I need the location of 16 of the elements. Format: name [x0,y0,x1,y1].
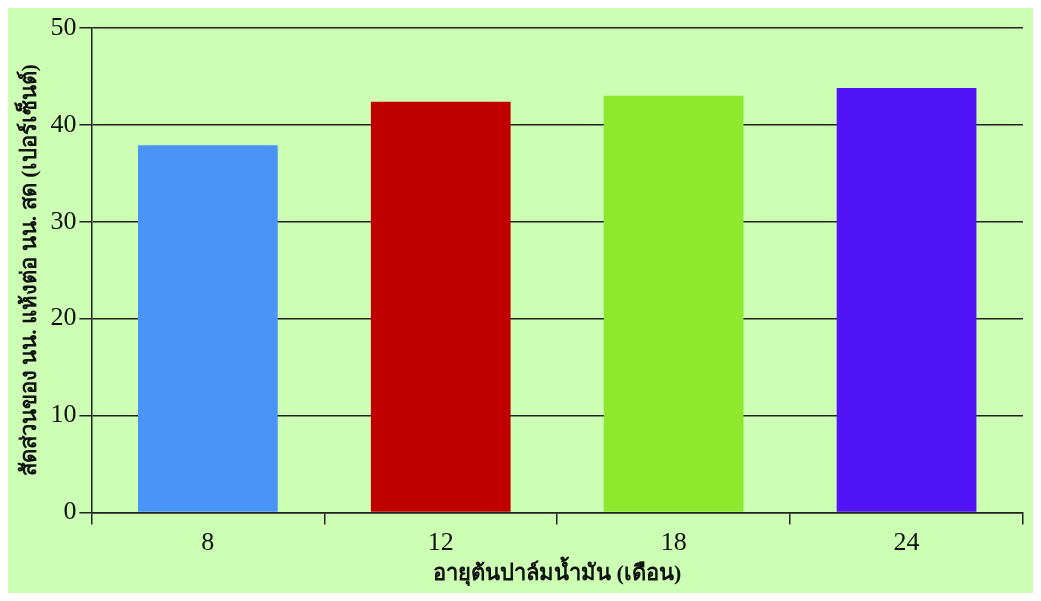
y-tick-label: 0 [63,496,77,526]
y-tick-label: 50 [50,11,77,41]
bar [370,101,511,512]
bar [137,145,278,512]
bar [836,88,977,512]
y-axis-title: สัดส่วนของ นน. แห้งต่อ นน. สด (เปอร์เซ็นต์) [13,64,41,477]
y-tick-label: 10 [50,399,77,429]
x-tick-label: 18 [660,526,687,556]
x-axis-title: อายุต้นปาล์มน้ำมัน (เดือน) [433,556,682,588]
y-tick-label: 20 [50,302,77,332]
x-tick-label: 24 [893,526,920,556]
x-tick-label: 8 [201,526,215,556]
bar [603,95,744,512]
y-tick-label: 30 [50,205,77,235]
y-tick-label: 40 [50,108,77,138]
x-tick-label: 12 [427,526,454,556]
